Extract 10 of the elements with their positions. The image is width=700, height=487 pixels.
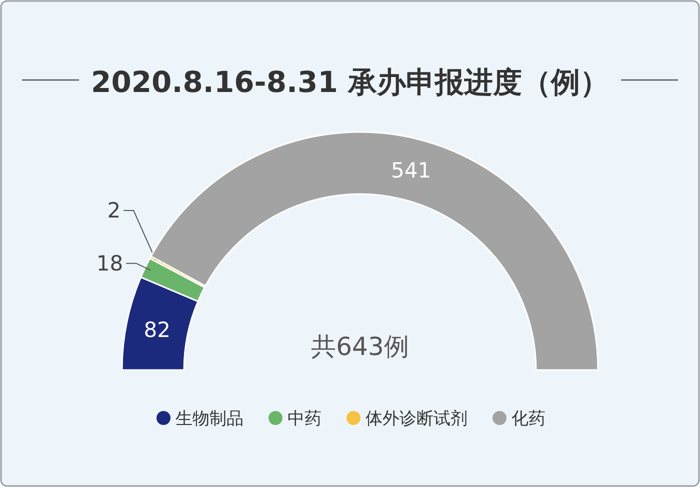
data-label: 82 [144,318,171,342]
legend-label: 体外诊断试剂 [366,409,468,429]
chart-title: 2020.8.16-8.31 承办申报进度（例） [91,65,609,99]
data-label: 18 [96,251,124,276]
data-label: 541 [391,158,432,182]
legend-label: 中药 [288,409,322,429]
data-label: 2 [107,198,121,223]
legend-label: 生物制品 [176,409,244,429]
legend-label: 化药 [512,409,546,429]
text: 共643例 [311,332,409,361]
